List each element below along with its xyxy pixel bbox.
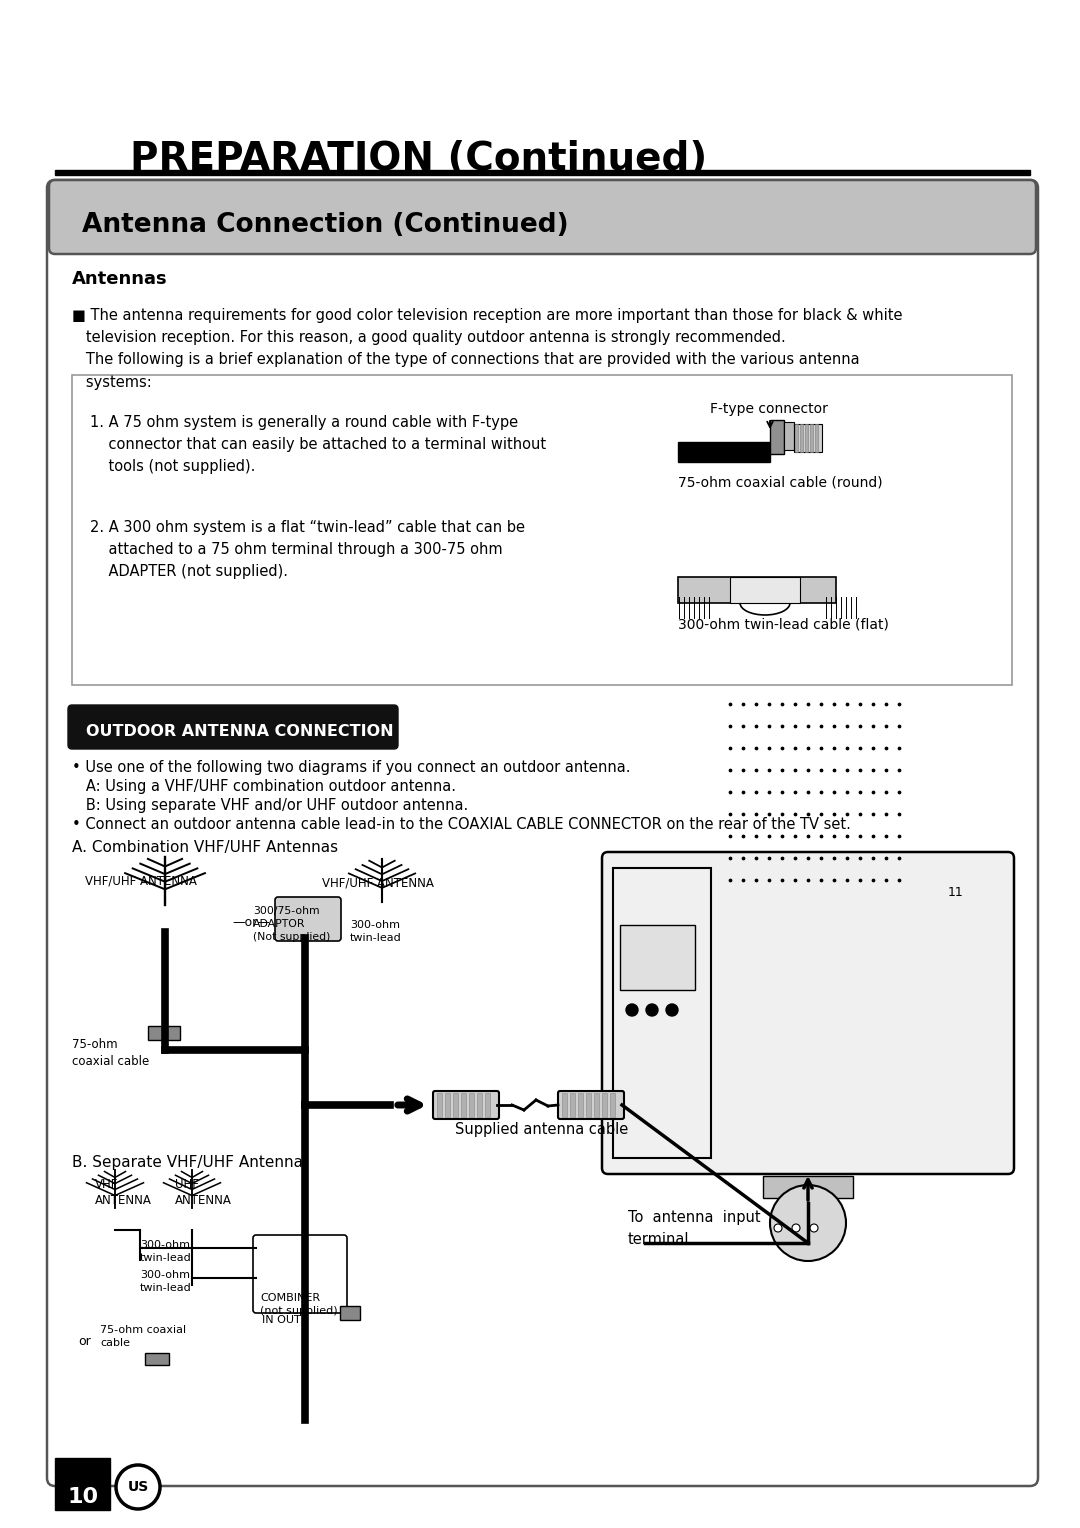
Text: 10: 10 — [67, 1487, 98, 1507]
Bar — [55, 1458, 110, 1510]
Text: 300-ohm
twin-lead: 300-ohm twin-lead — [350, 920, 402, 943]
Circle shape — [116, 1465, 160, 1510]
Bar — [800, 423, 804, 452]
Circle shape — [626, 1004, 638, 1016]
Bar — [145, 1352, 168, 1365]
Bar — [55, 170, 1030, 176]
Bar — [610, 1093, 615, 1117]
Bar — [795, 423, 798, 452]
Bar — [570, 1093, 575, 1117]
Text: 300/75-ohm
ADAPTOR
(Not supplied): 300/75-ohm ADAPTOR (Not supplied) — [253, 906, 330, 943]
Bar — [762, 1177, 853, 1198]
Bar — [620, 924, 696, 990]
Text: A: Using a VHF/UHF combination outdoor antenna.: A: Using a VHF/UHF combination outdoor a… — [72, 779, 456, 795]
Text: 1. A 75 ohm system is generally a round cable with F-type
    connector that can: 1. A 75 ohm system is generally a round … — [90, 416, 546, 474]
Text: Antenna Connection (Continued): Antenna Connection (Continued) — [82, 212, 569, 238]
Bar — [477, 1093, 482, 1117]
FancyBboxPatch shape — [68, 704, 399, 749]
Text: 300-ohm
twin-lead: 300-ohm twin-lead — [140, 1270, 192, 1293]
Bar — [794, 423, 822, 452]
Text: —or—: —or— — [232, 915, 270, 929]
Text: • Use one of the following two diagrams if you connect an outdoor antenna.: • Use one of the following two diagrams … — [72, 759, 631, 775]
FancyBboxPatch shape — [275, 897, 341, 941]
Circle shape — [770, 1186, 846, 1261]
Text: IN OUT: IN OUT — [262, 1316, 300, 1325]
Text: 2. A 300 ohm system is a flat “twin-lead” cable that can be
    attached to a 75: 2. A 300 ohm system is a flat “twin-lead… — [90, 520, 525, 579]
FancyBboxPatch shape — [558, 1091, 624, 1118]
Text: 75-ohm coaxial
cable: 75-ohm coaxial cable — [100, 1325, 186, 1348]
Bar — [148, 1025, 180, 1041]
Text: or: or — [78, 1335, 91, 1348]
Circle shape — [792, 1224, 800, 1232]
Text: Supplied antenna cable: Supplied antenna cable — [455, 1122, 629, 1137]
Bar — [678, 442, 770, 461]
Bar — [784, 422, 794, 451]
Text: 75-ohm coaxial cable (round): 75-ohm coaxial cable (round) — [678, 477, 882, 490]
Text: B. Separate VHF/UHF Antenna: B. Separate VHF/UHF Antenna — [72, 1155, 303, 1170]
Bar — [805, 423, 808, 452]
FancyBboxPatch shape — [433, 1091, 499, 1118]
Text: • Connect an outdoor antenna cable lead-in to the COAXIAL CABLE CONNECTOR on the: • Connect an outdoor antenna cable lead-… — [72, 817, 851, 833]
FancyBboxPatch shape — [602, 853, 1014, 1174]
Bar — [340, 1306, 360, 1320]
Text: 11: 11 — [948, 886, 963, 898]
Bar — [485, 1093, 490, 1117]
Text: COMBINER
(not supplied): COMBINER (not supplied) — [260, 1293, 338, 1316]
Text: B: Using separate VHF and/or UHF outdoor antenna.: B: Using separate VHF and/or UHF outdoor… — [72, 798, 469, 813]
Bar — [594, 1093, 599, 1117]
Bar — [461, 1093, 465, 1117]
Bar — [770, 420, 784, 454]
Bar — [453, 1093, 458, 1117]
FancyBboxPatch shape — [48, 180, 1038, 1487]
Bar — [562, 1093, 567, 1117]
Text: VHF/UHF ANTENNA: VHF/UHF ANTENNA — [322, 876, 434, 889]
Bar — [613, 868, 711, 1158]
Text: 75-ohm
coaxial cable: 75-ohm coaxial cable — [72, 1038, 149, 1068]
Bar — [469, 1093, 474, 1117]
Bar — [678, 578, 836, 604]
Text: F-type connector: F-type connector — [710, 402, 828, 416]
Text: US: US — [127, 1481, 149, 1494]
Text: Antennas: Antennas — [72, 270, 167, 287]
Text: A. Combination VHF/UHF Antennas: A. Combination VHF/UHF Antennas — [72, 840, 338, 856]
Text: ■ The antenna requirements for good color television reception are more importan: ■ The antenna requirements for good colo… — [72, 309, 903, 390]
Bar — [437, 1093, 442, 1117]
Bar — [578, 1093, 583, 1117]
Bar — [730, 578, 800, 604]
Text: VHF
ANTENNA: VHF ANTENNA — [95, 1178, 152, 1207]
Bar — [445, 1093, 450, 1117]
Bar — [602, 1093, 607, 1117]
Circle shape — [774, 1224, 782, 1232]
Text: To  antenna  input
terminal: To antenna input terminal — [627, 1210, 760, 1247]
Bar — [815, 423, 818, 452]
Text: UHF
ANTENNA: UHF ANTENNA — [175, 1178, 232, 1207]
Text: OUTDOOR ANTENNA CONNECTION: OUTDOOR ANTENNA CONNECTION — [86, 724, 393, 740]
FancyBboxPatch shape — [49, 180, 1036, 254]
Circle shape — [810, 1224, 818, 1232]
FancyBboxPatch shape — [253, 1235, 347, 1313]
Bar — [810, 423, 813, 452]
Text: 300-ohm twin-lead cable (flat): 300-ohm twin-lead cable (flat) — [678, 617, 889, 633]
Bar — [72, 374, 1012, 685]
Text: PREPARATION (Continued): PREPARATION (Continued) — [130, 141, 707, 177]
Text: 300-ohm
twin-lead: 300-ohm twin-lead — [140, 1241, 192, 1262]
Bar — [586, 1093, 591, 1117]
Text: VHF/UHF ANTENNA: VHF/UHF ANTENNA — [85, 876, 197, 888]
Circle shape — [666, 1004, 678, 1016]
Circle shape — [646, 1004, 658, 1016]
